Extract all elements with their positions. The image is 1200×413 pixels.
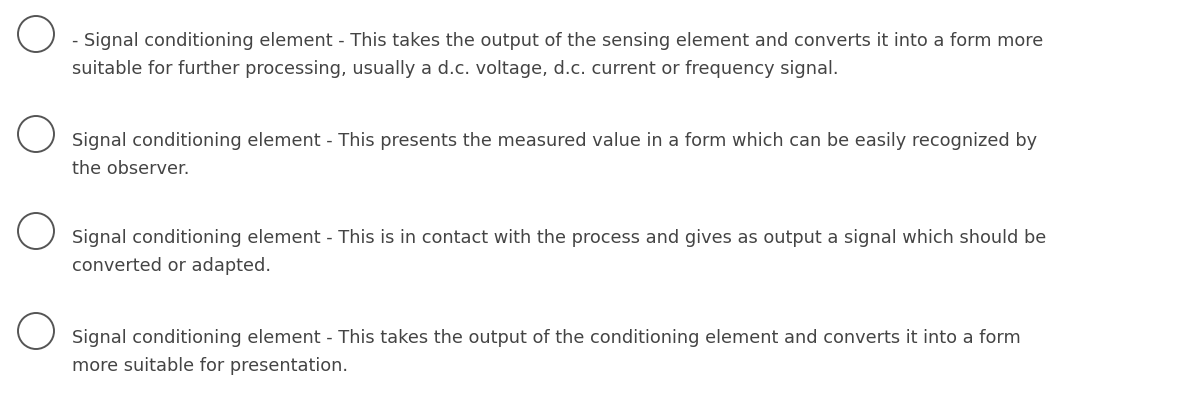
Text: converted or adapted.: converted or adapted. <box>72 256 271 274</box>
Text: suitable for further processing, usually a d.c. voltage, d.c. current or frequen: suitable for further processing, usually… <box>72 60 839 78</box>
Text: Signal conditioning element - This takes the output of the conditioning element : Signal conditioning element - This takes… <box>72 328 1021 346</box>
Text: Signal conditioning element - This is in contact with the process and gives as o: Signal conditioning element - This is in… <box>72 228 1046 247</box>
Text: Signal conditioning element - This presents the measured value in a form which c: Signal conditioning element - This prese… <box>72 132 1037 150</box>
Text: the observer.: the observer. <box>72 159 190 178</box>
Text: more suitable for presentation.: more suitable for presentation. <box>72 356 348 374</box>
Text: - Signal conditioning element - This takes the output of the sensing element and: - Signal conditioning element - This tak… <box>72 32 1043 50</box>
